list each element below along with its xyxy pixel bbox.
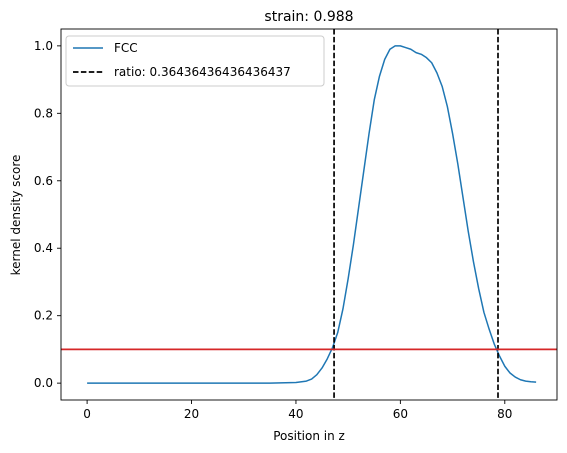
y-tick-label: 0.2 bbox=[34, 309, 53, 323]
y-tick-label: 1.0 bbox=[34, 39, 53, 53]
axes-frame bbox=[60, 28, 558, 401]
y-tick-label: 0.4 bbox=[34, 241, 53, 255]
x-tick-label: 0 bbox=[83, 407, 91, 421]
y-axis-label: kernel density score bbox=[9, 155, 23, 276]
series-line-fcc bbox=[87, 45, 537, 384]
legend: FCC ratio: 0.36436436436436437 bbox=[65, 35, 325, 87]
x-tick-label: 80 bbox=[497, 407, 512, 421]
x-tick-label: 60 bbox=[393, 407, 408, 421]
y-tick-label: 0.0 bbox=[34, 376, 53, 390]
legend-label-ratio: ratio: 0.36436436436436437 bbox=[114, 65, 291, 79]
legend-frame bbox=[65, 35, 325, 87]
chart-title: strain: 0.988 bbox=[264, 9, 353, 25]
y-tick-label: 0.6 bbox=[34, 174, 53, 188]
y-tick-label: 0.8 bbox=[34, 106, 53, 120]
x-tick-label: 20 bbox=[184, 407, 199, 421]
x-axis-label: Position in z bbox=[273, 429, 345, 443]
axes: 0 20 40 60 80 0.0 0.2 0.4 0.6 0.8 1.0 bbox=[34, 28, 558, 421]
x-tick-label: 40 bbox=[288, 407, 303, 421]
plot-area bbox=[61, 29, 557, 400]
legend-label-fcc: FCC bbox=[114, 41, 138, 55]
